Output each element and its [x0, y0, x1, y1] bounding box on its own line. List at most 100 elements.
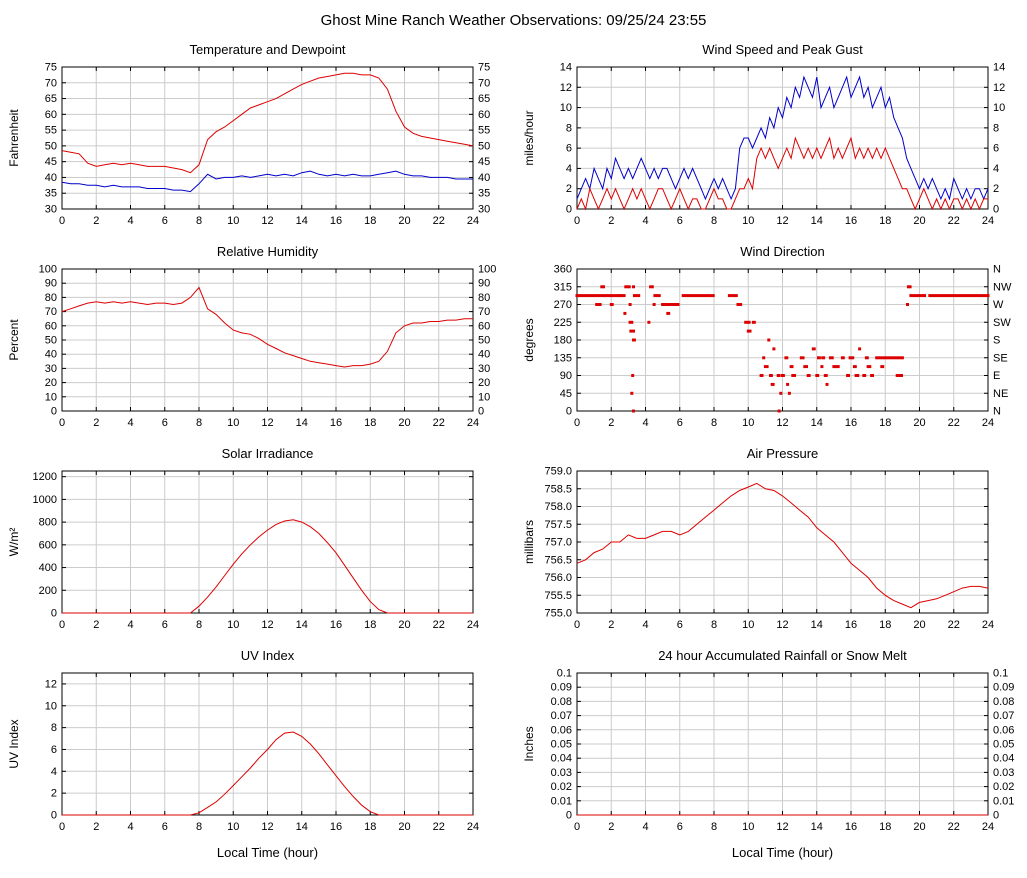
y-axis-title: millibars	[522, 520, 536, 564]
x-tick-label: 6	[677, 215, 683, 227]
y-axis: 0 0 0.01 0.01 0.02 0.02 0.03 0.03 0.04 0.04 0.05 0.…	[551, 668, 1015, 822]
series-group	[576, 75, 989, 211]
y-tick-label-right: 60	[478, 320, 490, 332]
scatter-mark	[652, 303, 656, 306]
chart-title-air-pressure: Air Pressure	[746, 446, 819, 461]
y-tick-label: 30	[45, 204, 57, 216]
x-tick-label: 8	[711, 619, 717, 631]
gridlines	[61, 268, 474, 412]
y-tick-label-right: 70	[478, 306, 490, 318]
y-tick-label-right: 100	[478, 264, 496, 276]
chart-rainfall: 24 hour Accumulated Rainfall or Snow Mel…	[519, 643, 1024, 869]
scatter-mark	[817, 356, 821, 360]
y-tick-label: 600	[39, 539, 57, 551]
y-tick-label: 55	[45, 125, 57, 137]
x-tick-label: 6	[162, 619, 168, 631]
scatter-mark	[653, 294, 661, 298]
chart-title-wind-speed-gust: Wind Speed and Peak Gust	[702, 42, 863, 57]
y-tick-label-right: 40	[478, 172, 490, 184]
y-tick-label-right: 65	[478, 93, 490, 105]
x-tick-label: 16	[845, 821, 857, 833]
x-tick-label: 0	[574, 619, 580, 631]
y-tick-label: 0.03	[551, 767, 572, 779]
scatter-mark	[803, 365, 808, 369]
x-tick-label: 18	[879, 619, 891, 631]
scatter-mark	[630, 391, 634, 395]
scatter-mark	[866, 365, 872, 369]
y-tick-label-right: 40	[478, 349, 490, 361]
y-tick-label-right: E	[993, 370, 1000, 382]
y-tick-label: 0.1	[557, 668, 572, 680]
chart-title-wind-direction: Wind Direction	[740, 244, 825, 259]
x-axis-title: Local Time (hour)	[732, 845, 833, 860]
series-solar	[62, 519, 473, 614]
x-tick-label: 12	[261, 215, 273, 227]
scatter-mark	[829, 356, 834, 360]
y-tick-label-right: 0	[993, 810, 999, 822]
scatter-mark	[779, 391, 783, 395]
y-tick-label: 12	[560, 82, 572, 94]
x-tick-label: 8	[711, 821, 717, 833]
y-tick-label: 20	[45, 377, 57, 389]
scatter-mark	[787, 391, 791, 395]
page-title: Ghost Mine Ranch Weather Observations: 0…	[320, 12, 707, 29]
chart-title-uv-index: UV Index	[240, 648, 295, 663]
scatter-mark	[763, 365, 769, 369]
x-tick-label: 0	[574, 215, 580, 227]
x-tick-label: 24	[982, 417, 994, 429]
y-tick-label: 758.0	[544, 501, 572, 513]
x-tick-label: 20	[398, 215, 410, 227]
y-tick-label-right: 50	[478, 335, 490, 347]
scatter-mark	[823, 374, 828, 377]
y-tick-label: 0.05	[551, 739, 572, 751]
y-tick-label: 225	[554, 317, 572, 329]
scatter-mark	[781, 374, 785, 377]
x-tick-label: 8	[711, 215, 717, 227]
scatter-mark	[751, 320, 756, 324]
x-tick-label: 12	[261, 821, 273, 833]
x-tick-label: 22	[433, 215, 445, 227]
x-tick-label: 2	[608, 821, 614, 833]
gridlines	[61, 673, 474, 816]
y-tick-label-right: 10	[478, 391, 490, 403]
scatter-mark	[777, 409, 781, 413]
x-tick-label: 16	[845, 215, 857, 227]
x-tick-label: 14	[296, 821, 308, 833]
scatter-mark	[906, 285, 912, 289]
scatter-mark	[854, 374, 860, 377]
scatter-mark	[629, 329, 635, 333]
y-axis-title: UV Index	[7, 719, 21, 768]
y-axis: 0 0 10 10 20 20 30 30 40 40 50 50 60 60 70 70 80 80 90 90 10…	[39, 264, 497, 418]
y-tick-label: 757.0	[544, 537, 572, 549]
chart-canvas-solar-irradiance: 0 2 4 6 8 10 12 14 16 18 20 22 240200400600800100012…	[7, 470, 479, 631]
y-tick-label-right: SW	[993, 317, 1011, 329]
scatter-mark	[791, 374, 796, 377]
x-tick-label: 14	[811, 619, 823, 631]
scatter-mark	[840, 356, 845, 360]
y-tick-label-right: 0.1	[993, 668, 1008, 680]
y-tick-label: 6	[566, 143, 572, 155]
y-tick-label-right: NW	[993, 281, 1012, 293]
x-tick-label: 16	[845, 619, 857, 631]
scatter-mark	[880, 365, 885, 369]
x-tick-label: 18	[364, 215, 376, 227]
y-tick-label: 40	[45, 172, 57, 184]
x-tick-label: 4	[127, 619, 133, 631]
scatter-mark	[666, 311, 671, 315]
series-group	[575, 285, 990, 413]
y-axis: 0 2 4 6 8 10 12	[45, 678, 473, 822]
y-tick-label: 4	[51, 766, 57, 778]
x-tick-label: 2	[608, 417, 614, 429]
scatter-mark	[815, 374, 820, 377]
y-tick-label-right: 50	[478, 140, 490, 152]
y-tick-label: 756.5	[544, 554, 572, 566]
chart-wind-direction: Wind Direction 0 2 4 6 8 10 12 14 16 18 20 22 24 0 N 45 N…	[519, 239, 1024, 441]
y-tick-label: 758.5	[544, 483, 572, 495]
x-tick-label: 10	[227, 619, 239, 631]
x-tick-label: 12	[776, 417, 788, 429]
x-tick-label: 24	[982, 821, 994, 833]
y-tick-label: 65	[45, 93, 57, 105]
y-tick-label: 50	[45, 335, 57, 347]
scatter-mark	[895, 374, 903, 377]
